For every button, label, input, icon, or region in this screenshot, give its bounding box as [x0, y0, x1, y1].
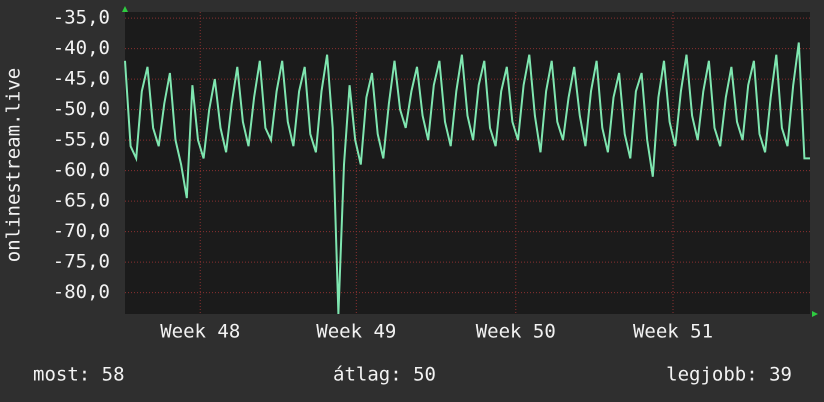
y-tick-label: -75,0 [53, 251, 110, 273]
x-tick-label: Week 49 [316, 321, 396, 343]
x-tick-label: Week 48 [160, 321, 240, 343]
x-tick-label: Week 50 [476, 321, 556, 343]
y-tick-label: -50,0 [53, 98, 110, 120]
axis-arrow [122, 6, 128, 12]
y-axis-label: onlinestream.live [3, 68, 25, 262]
y-tick-label: -80,0 [53, 281, 110, 303]
y-tick-label: -45,0 [53, 68, 110, 90]
plot-area [125, 12, 810, 314]
y-tick-label: -65,0 [53, 190, 110, 212]
footer-average: átlag: 50 [333, 364, 436, 386]
footer-best: legjobb: 39 [666, 364, 792, 386]
y-tick-label: -55,0 [53, 129, 110, 151]
y-tick-label: -70,0 [53, 220, 110, 242]
axis-arrow [812, 311, 818, 317]
data-line [124, 42, 810, 315]
y-tick-label: -40,0 [53, 37, 110, 59]
y-tick-label: -35,0 [53, 7, 110, 29]
footer-current: most: 58 [33, 364, 125, 386]
x-tick-label: Week 51 [633, 321, 713, 343]
y-tick-label: -60,0 [53, 159, 110, 181]
